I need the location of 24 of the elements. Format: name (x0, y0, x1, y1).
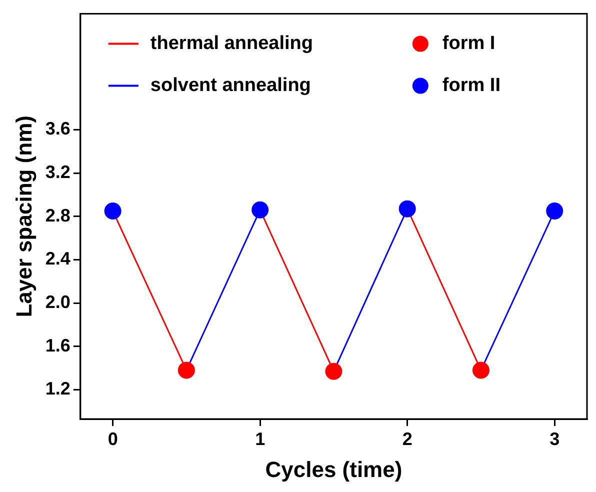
legend-label: form II (442, 75, 500, 96)
point (472, 362, 490, 379)
x-tick-label: 3 (550, 428, 560, 449)
y-tick-label: 2.4 (45, 248, 70, 269)
legend-label: solvent annealing (150, 75, 311, 96)
x-tick-label: 0 (108, 428, 118, 449)
legend-label: thermal annealing (150, 33, 314, 54)
y-tick-label: 2.0 (45, 292, 70, 312)
point (252, 201, 269, 218)
legend-label: form I (442, 33, 496, 54)
y-tick-label: 3.2 (45, 162, 70, 182)
y-tick-label: 1.2 (45, 378, 70, 399)
x-tick-label: 1 (255, 428, 266, 449)
y-tick-label: 1.6 (45, 335, 70, 356)
y-tick-label: 2.8 (45, 205, 70, 226)
x-tick-label: 2 (402, 428, 412, 449)
point (178, 362, 195, 379)
point (325, 362, 342, 380)
x-axis-title: Cycles (time) (265, 456, 402, 482)
y-axis-title: Layer spacing (nm) (11, 116, 36, 318)
point (104, 202, 122, 220)
y-tick-label: 3.6 (45, 118, 70, 139)
point (398, 200, 416, 218)
point (546, 202, 564, 220)
